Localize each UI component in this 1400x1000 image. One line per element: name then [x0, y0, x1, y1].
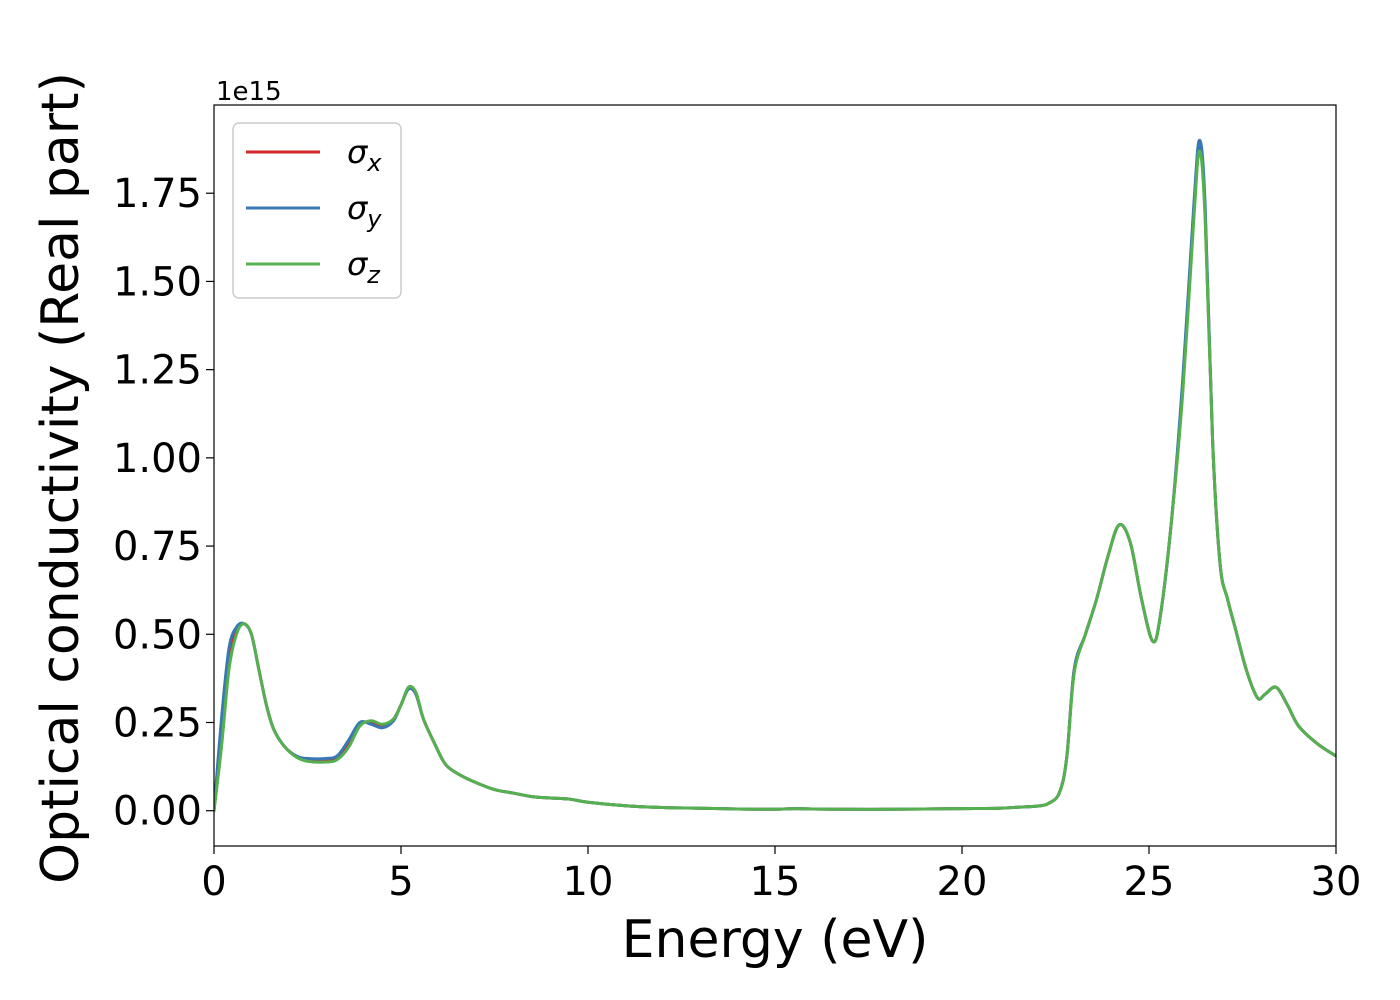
y-tick-label: 0.00: [113, 789, 202, 835]
series-lines: [214, 138, 1336, 813]
x-tick-label: 25: [1124, 859, 1175, 905]
x-axis-label: Energy (eV): [622, 910, 929, 970]
y-offset-label: 1e15: [216, 77, 282, 107]
y-tick-label: 1.00: [113, 436, 202, 482]
legend-label-z: σz: [347, 245, 381, 289]
y-tick-label: 0.50: [113, 612, 202, 658]
y-tick-label: 1.25: [113, 348, 202, 394]
legend-frame: [232, 122, 402, 299]
legend: σx σy σz: [232, 122, 402, 299]
y-tick-label: 1.75: [113, 171, 202, 217]
x-axis-ticks: 0 5 10 15 20 25 30: [201, 846, 1361, 905]
x-tick-label: 15: [750, 859, 801, 905]
plot-area: [214, 138, 1336, 813]
series-line-z: [214, 149, 1336, 813]
x-tick-label: 30: [1311, 859, 1362, 905]
y-tick-label: 0.75: [113, 524, 202, 570]
y-tick-label: 0.25: [113, 701, 202, 747]
y-axis-label: Optical conductivity (Real part): [31, 72, 91, 884]
x-tick-label: 5: [388, 859, 413, 905]
x-tick-label: 10: [563, 859, 614, 905]
y-axis-ticks: 0.00 0.25 0.50 0.75 1.00 1.25 1.50 1.75: [113, 171, 214, 835]
legend-label-y: σy: [347, 189, 382, 233]
x-tick-label: 0: [201, 859, 226, 905]
x-tick-label: 20: [937, 859, 988, 905]
legend-label-x: σx: [347, 133, 382, 177]
y-tick-label: 1.50: [113, 259, 202, 305]
